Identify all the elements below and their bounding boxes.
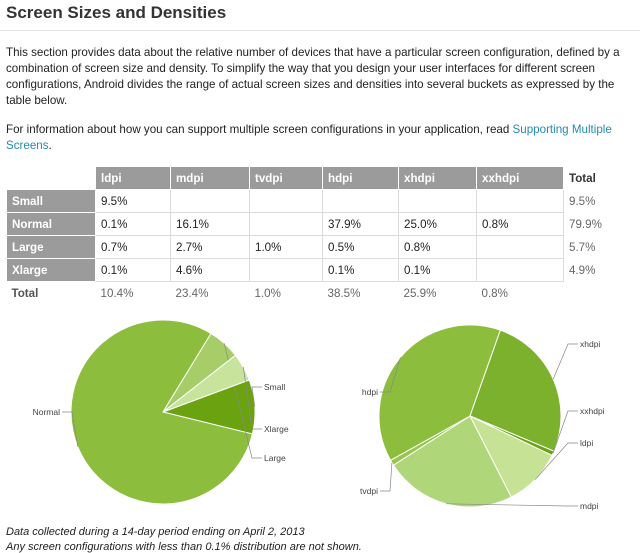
table-cell: 0.1% [95, 258, 171, 282]
column-total [564, 282, 631, 305]
pie-slice-normal [70, 319, 253, 505]
pie-leader-line-xhdpi [552, 343, 578, 380]
data-collected-note: Data collected during a 14-day period en… [6, 526, 305, 538]
pie-label-xhdpi: xhdpi [580, 339, 600, 349]
pie-label-xxhdpi: xxhdpi [580, 406, 605, 416]
pie-label-xlarge: Xlarge [264, 424, 289, 434]
screen-size-pie-chart: Small Normal Large Xlarge [33, 319, 289, 505]
table-row: Large 0.7% 2.7% 1.0% 0.5% 0.8% 5.7% [6, 235, 631, 259]
table-corner [6, 166, 96, 190]
pie-leader-line-tvdpi [380, 462, 393, 492]
intro-paragraph: This section provides data about the rel… [6, 46, 620, 107]
row-total: 79.9% [569, 217, 602, 231]
column-header: mdpi [170, 166, 250, 190]
pie-leader-line-small [251, 386, 262, 407]
row-total: 5.7% [569, 240, 596, 254]
pie-leader-line-xxhdpi [552, 410, 578, 454]
table-cell: 0.1% [322, 258, 399, 282]
table-cell: 0.1% [398, 258, 477, 282]
pie-label-hdpi: hdpi [362, 387, 378, 397]
column-total: 0.8% [481, 286, 508, 300]
table-cell: 0.5% [322, 235, 399, 259]
distribution-note: Any screen configurations with less than… [6, 541, 362, 553]
page-title: Screen Sizes and Densities [6, 3, 227, 22]
pie-label-mdpi: mdpi [580, 501, 599, 511]
info-suffix: . [48, 139, 52, 152]
column-total: 38.5% [327, 286, 361, 300]
row-header: Xlarge [6, 258, 96, 282]
table-cell: 25.0% [398, 212, 477, 236]
pie-label-ldpi: ldpi [580, 438, 593, 448]
table-cell: 1.0% [249, 235, 323, 259]
table-cell: 2.7% [170, 235, 250, 259]
page-header: Screen Sizes and Densities [0, 0, 640, 31]
table-row: Small 9.5% 9.5% [6, 189, 631, 213]
pie-label-large: Large [264, 453, 286, 463]
row-total: 9.5% [569, 194, 596, 208]
column-header: xhdpi [398, 166, 477, 190]
table-cell [322, 189, 399, 213]
row-header: Normal [6, 212, 96, 236]
table-cell [249, 258, 323, 282]
table-cell: 0.8% [476, 212, 564, 236]
info-text: For information about how you can suppor… [6, 123, 513, 136]
column-header: hdpi [322, 166, 399, 190]
table-row: Xlarge 0.1% 4.6% 0.1% 0.1% 4.9% [6, 258, 631, 282]
table-cell [476, 258, 564, 282]
supporting-multiple-screens-link[interactable]: Supporting Multiple Screens [6, 123, 612, 152]
pie-leader-line-ldpi [534, 442, 578, 480]
table-header-row: ldpi mdpi tvdpi hdpi xhdpi xxhdpi Total [6, 166, 631, 190]
screen-density-pie-chart: ldpi mdpi tvdpi hdpi xhdpi xxhdpi [360, 324, 605, 511]
pie-leader-line-mdpi [446, 503, 578, 507]
table-cell: 0.8% [398, 235, 477, 259]
table-cell: 9.5% [95, 189, 171, 213]
table-cell [476, 235, 564, 259]
column-total: 23.4% [175, 286, 209, 300]
pie-slice-xlarge [162, 354, 250, 413]
row-header: Small [6, 189, 96, 213]
pie-leader-line-normal [62, 411, 79, 448]
table-cell [170, 189, 250, 213]
pie-slice-hdpi [378, 324, 501, 461]
table-cell: 0.7% [95, 235, 171, 259]
table-cell [476, 189, 564, 213]
table-cell [398, 189, 477, 213]
totals-row-label: Total [6, 281, 96, 304]
table-cell: 4.6% [170, 258, 250, 282]
column-header: tvdpi [249, 166, 323, 190]
pie-leader-line-xlarge [242, 367, 262, 430]
table-cell [249, 212, 323, 236]
totals-row: Total 10.4% 23.4% 1.0% 38.5% 25.9% 0.8% [6, 281, 631, 305]
table-cell: 0.1% [95, 212, 171, 236]
pie-label-tvdpi: tvdpi [360, 486, 378, 496]
pie-label-small: Small [264, 382, 285, 392]
pie-leader-line-hdpi [380, 357, 401, 393]
column-total: 25.9% [403, 286, 437, 300]
column-header: xxhdpi [476, 166, 564, 190]
column-total: 10.4% [100, 286, 134, 300]
table-cell: 16.1% [170, 212, 250, 236]
pie-label-normal: Normal [33, 407, 61, 417]
row-total: 4.9% [569, 263, 596, 277]
table-row: Normal 0.1% 16.1% 37.9% 25.0% 0.8% 79.9% [6, 212, 631, 236]
table-cell [249, 189, 323, 213]
info-paragraph: For information about how you can suppor… [6, 122, 636, 154]
screen-config-table: ldpi mdpi tvdpi hdpi xhdpi xxhdpi Total … [6, 166, 631, 304]
column-total: 1.0% [254, 286, 281, 300]
column-header: ldpi [95, 166, 171, 190]
table-cell: 37.9% [322, 212, 399, 236]
row-header: Large [6, 235, 96, 259]
total-column-header: Total [563, 166, 631, 190]
